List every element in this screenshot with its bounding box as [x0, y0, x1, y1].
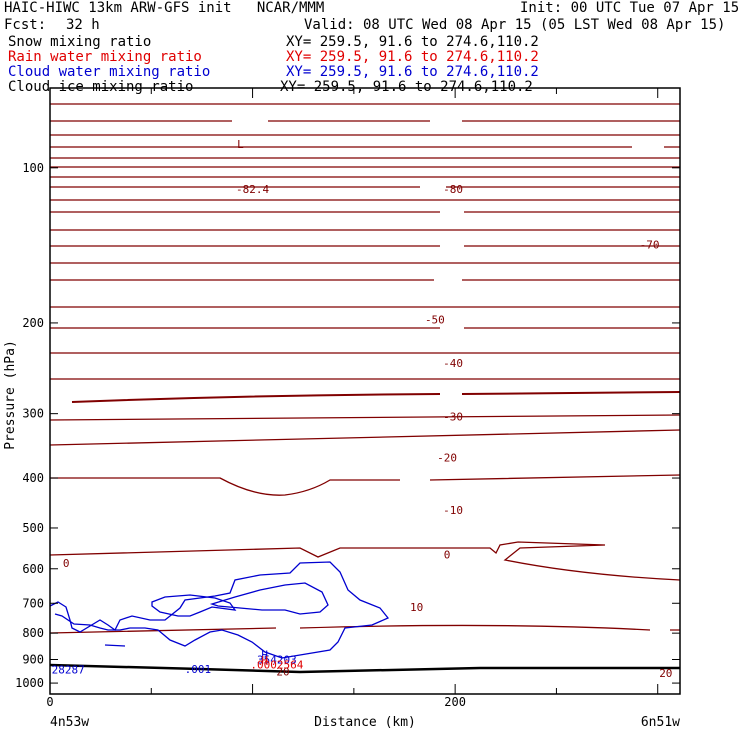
field-snow-name: Snow mixing ratio: [8, 34, 152, 50]
field-rain-xy: XY= 259.5, 91.6 to 274.6,110.2: [286, 49, 539, 65]
y-tick-label: 700: [22, 596, 44, 610]
temperature-contour-label: 20: [659, 667, 672, 680]
y-tick-label: 500: [22, 521, 44, 535]
field-cloud-water-name: Cloud water mixing ratio: [8, 64, 211, 80]
temperature-contour-label: -80: [443, 183, 463, 196]
y-axis-title: Pressure (hPa): [3, 340, 18, 450]
cloud-water-label: H: [261, 648, 268, 661]
extremum-label: L: [237, 138, 244, 151]
field-snow-xy: XY= 259.5, 91.6 to 274.6,110.2: [286, 34, 539, 50]
forecast-label: Fcst:: [4, 17, 47, 33]
temperature-contours: [49, 103, 681, 674]
temperature-contour-label: -82.4: [236, 183, 269, 196]
y-tick-label: 600: [22, 562, 44, 576]
y-tick-label: 400: [22, 471, 44, 485]
x-axis-title: Distance (km): [314, 715, 416, 730]
field-cloud-ice-name: Cloud ice mixing ratio: [8, 79, 194, 95]
cloud-water-label: .001: [185, 663, 212, 676]
temperature-contour-label: -50: [425, 314, 445, 327]
plot-frame: [49, 87, 681, 695]
forecast-hours: 32 h: [66, 17, 100, 33]
plot-title: HAIC-HIWC 13km ARW-GFS init NCAR/MMM: [4, 0, 325, 16]
temperature-contour-label: -20: [437, 452, 457, 465]
temperature-contour-label: 10: [410, 601, 423, 614]
field-rain-name: Rain water mixing ratio: [8, 49, 202, 65]
y-tick-label: 900: [22, 653, 44, 667]
field-cloud-water-xy: XY= 259.5, 91.6 to 274.6,110.2: [286, 64, 539, 80]
temperature-contour-label: -30: [443, 411, 463, 424]
rain-water-label: .0002564: [250, 659, 303, 672]
temperature-contour-label: 20: [276, 666, 289, 679]
y-tick-label: 800: [22, 626, 44, 640]
y-tick-label: 100: [22, 161, 44, 175]
x-tick-label: 0: [46, 695, 53, 709]
right-endpoint-label: 6n51w: [641, 715, 680, 730]
temperature-contour-label: 0: [63, 557, 70, 570]
cloud-water-contours: [49, 561, 390, 659]
temperature-contour-label: -40: [443, 357, 463, 370]
valid-time: Valid: 08 UTC Wed 08 Apr 15 (05 LST Wed …: [304, 17, 726, 33]
y-tick-label: 1000: [15, 676, 44, 690]
temperature-contour-label: -70: [640, 239, 660, 252]
y-tick-label: 200: [22, 316, 44, 330]
field-cloud-ice-xy: XY= 259.5, 91.6 to 274.6,110.2: [280, 79, 533, 95]
x-tick-label: 200: [444, 695, 466, 709]
temperature-contour-label: 0: [444, 549, 451, 562]
cloud-water-label: 28287: [52, 663, 85, 676]
rain-water-label: H: [261, 654, 268, 667]
y-tick-label: 300: [22, 407, 44, 421]
temperature-contour-label: -10: [443, 504, 463, 517]
init-time: Init: 00 UTC Tue 07 Apr 15: [520, 0, 740, 16]
left-endpoint-label: 4n53w: [50, 715, 89, 730]
axis-ticks: [49, 88, 680, 694]
cloud-water-label: 354203: [257, 653, 297, 666]
